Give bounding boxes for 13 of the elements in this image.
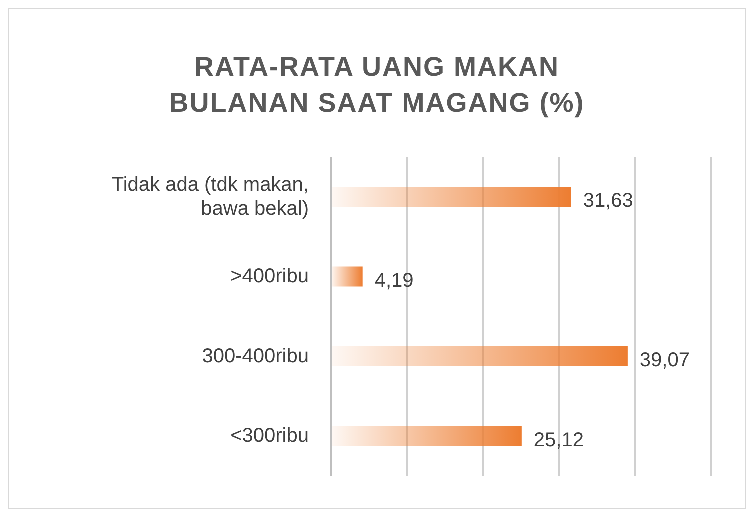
bar — [331, 187, 572, 207]
y-tick-label: <300ribu — [230, 425, 309, 448]
data-label: 31,63 — [583, 190, 634, 212]
y-tick-label: Tidak ada (tdk makan, bawa bekal) — [112, 174, 309, 220]
data-label: 25,12 — [534, 429, 584, 452]
data-label: 4,19 — [374, 270, 414, 292]
bar — [331, 346, 628, 366]
y-tick-label: >400ribu — [230, 266, 309, 288]
chart-title: RATA-RATA UANG MAKAN BULANAN SAAT MAGANG (%) — [168, 51, 586, 120]
y-tick-label: 300-400ribu — [202, 345, 309, 368]
bar — [331, 266, 363, 287]
data-label: 39,07 — [640, 350, 690, 372]
bar — [331, 426, 522, 446]
